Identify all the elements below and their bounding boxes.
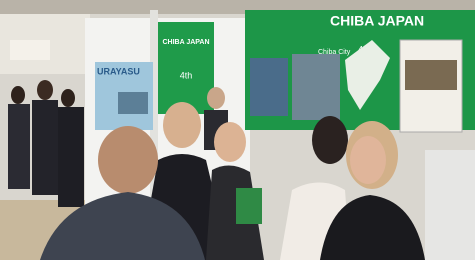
- person-head: [214, 122, 246, 162]
- pillar-sign: [158, 22, 214, 114]
- person-head: [312, 116, 348, 164]
- poster-title: URAYASU: [97, 66, 140, 76]
- banner-title: CHIBA JAPAN: [330, 13, 424, 29]
- person-head: [61, 89, 75, 107]
- page: URAYASU CHIBA JAPAN 4th CHIBA JAPAN Chib…: [0, 0, 475, 260]
- person-body: [8, 104, 30, 189]
- person-head: [98, 126, 158, 194]
- pillar-title: CHIBA JAPAN: [162, 39, 209, 46]
- person-head: [37, 80, 53, 100]
- window: [10, 40, 50, 60]
- person-body: [58, 107, 84, 207]
- display-rack: [425, 150, 475, 260]
- person-head: [207, 87, 225, 109]
- banner-photo: [250, 58, 288, 116]
- person-body: [32, 100, 58, 195]
- person-head: [350, 136, 386, 184]
- person-head: [163, 102, 201, 148]
- folder: [236, 188, 262, 224]
- person-head: [11, 86, 25, 104]
- pillar-number: 4th: [180, 70, 193, 80]
- poster-photo: [118, 92, 148, 114]
- brochure-photo: [405, 60, 457, 90]
- photo: URAYASU CHIBA JAPAN 4th CHIBA JAPAN Chib…: [0, 0, 475, 260]
- banner-photo: [292, 54, 340, 120]
